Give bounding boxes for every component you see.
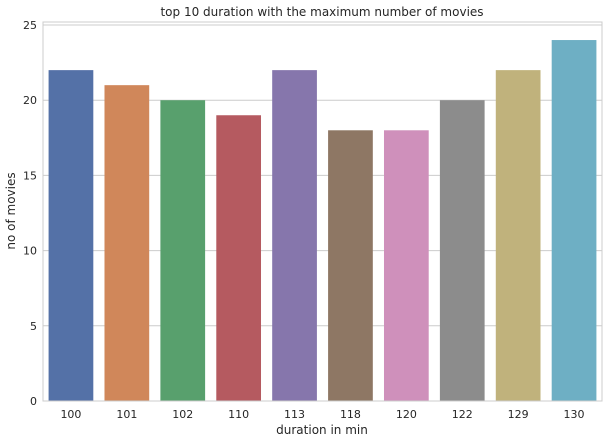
bar-100: [48, 70, 94, 401]
y-tick-label: 5: [30, 320, 37, 333]
bar-101: [104, 85, 150, 402]
bar-102: [160, 100, 206, 401]
y-tick-label: 0: [30, 395, 37, 408]
x-tick-label-110: 110: [228, 408, 249, 421]
bar-118: [328, 130, 373, 402]
y-tick-labels: 0 5 10 15 20 25: [23, 19, 37, 408]
x-tick-label-101: 101: [116, 408, 137, 421]
bar-122: [439, 100, 485, 401]
y-tick-label: 10: [23, 245, 37, 258]
plot-frame: [42, 21, 603, 402]
x-tick-label-130: 130: [564, 408, 585, 421]
y-tick-label: 15: [23, 169, 37, 182]
bar-120: [383, 130, 429, 402]
chart-title: top 10 duration with the maximum number …: [160, 5, 483, 19]
y-axis-title: no of movies: [4, 172, 18, 249]
x-tick-labels: 100 101 102 110 113 118 120 122 129 130: [60, 408, 584, 421]
x-tick-label-118: 118: [340, 408, 361, 421]
x-axis-title: duration in min: [276, 423, 368, 437]
x-tick-label-120: 120: [396, 408, 417, 421]
x-tick-label-100: 100: [60, 408, 81, 421]
y-tick-label: 20: [23, 94, 37, 107]
bar-129: [495, 70, 541, 401]
x-tick-label-129: 129: [508, 408, 529, 421]
x-tick-label-102: 102: [172, 408, 193, 421]
bar-130: [551, 40, 597, 402]
x-tick-label-122: 122: [452, 408, 473, 421]
x-tick-label-113: 113: [284, 408, 305, 421]
bar-layer: [48, 40, 597, 402]
bar-113: [272, 70, 317, 401]
y-tick-label: 25: [23, 19, 37, 32]
bar-110: [216, 115, 262, 401]
